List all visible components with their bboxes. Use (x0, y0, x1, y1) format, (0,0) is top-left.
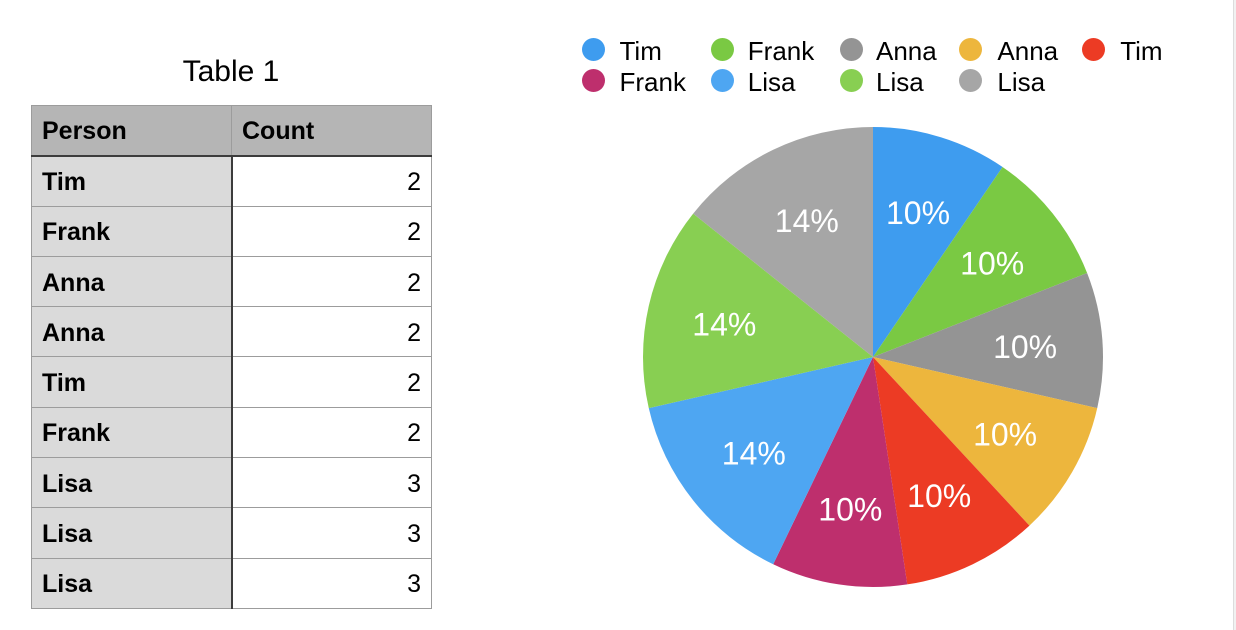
svg-text:10%: 10% (960, 245, 1024, 281)
svg-text:10%: 10% (818, 491, 882, 527)
svg-text:10%: 10% (993, 329, 1057, 365)
svg-text:10%: 10% (886, 195, 950, 231)
svg-text:14%: 14% (775, 203, 839, 239)
svg-text:10%: 10% (907, 478, 971, 514)
svg-text:14%: 14% (692, 307, 756, 343)
svg-text:10%: 10% (973, 417, 1037, 453)
svg-text:14%: 14% (722, 436, 786, 472)
